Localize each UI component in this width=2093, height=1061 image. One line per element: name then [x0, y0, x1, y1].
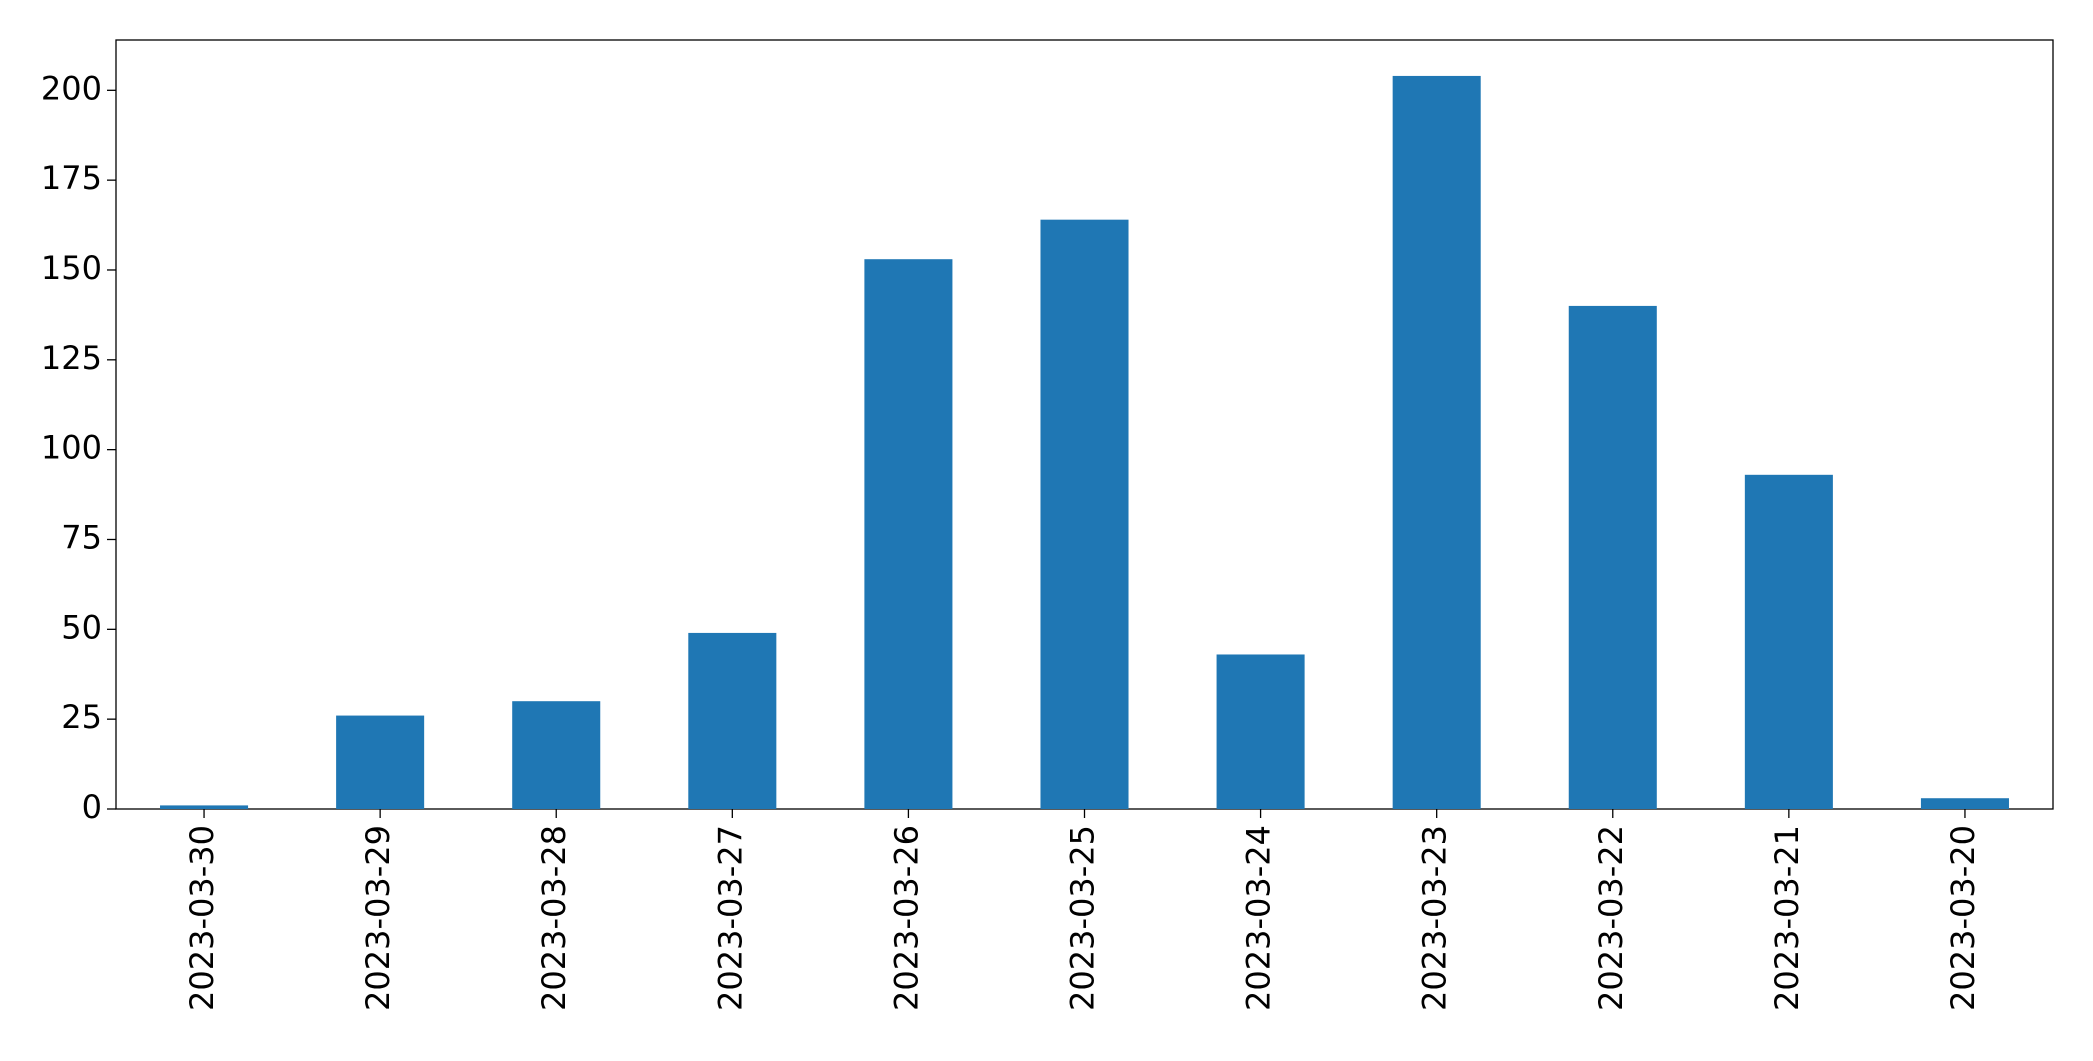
x-tick-label: 2023-03-24: [1240, 825, 1278, 1011]
bar: [512, 701, 601, 809]
y-tick-label: 25: [61, 698, 102, 736]
x-tick-label: 2023-03-29: [359, 825, 397, 1011]
x-tick-label: 2023-03-20: [1944, 825, 1982, 1011]
y-tick-label: 100: [41, 429, 102, 467]
y-tick-label: 125: [41, 339, 102, 377]
x-tick-label: 2023-03-21: [1768, 825, 1806, 1011]
y-tick-label: 75: [61, 518, 102, 556]
y-tick-label: 150: [41, 249, 102, 287]
y-tick-label: 200: [41, 69, 102, 107]
bar: [1920, 798, 2009, 809]
bar: [1040, 219, 1129, 809]
x-tick-label: 2023-03-30: [183, 825, 221, 1011]
x-tick-label: 2023-03-27: [711, 825, 749, 1011]
bar: [160, 805, 249, 809]
bar: [688, 632, 777, 809]
y-tick-label: 0: [82, 788, 102, 826]
bar: [1216, 654, 1305, 809]
x-tick-label: 2023-03-26: [887, 825, 925, 1011]
bar: [1568, 305, 1657, 809]
bar: [1392, 75, 1481, 810]
y-tick-label: 175: [41, 159, 102, 197]
x-tick-label: 2023-03-28: [535, 825, 573, 1011]
bar: [336, 715, 425, 809]
x-tick-label: 2023-03-25: [1064, 825, 1102, 1011]
x-tick-label: 2023-03-23: [1416, 825, 1454, 1011]
bar: [864, 259, 953, 809]
bar: [1744, 474, 1833, 809]
x-tick-label: 2023-03-22: [1592, 825, 1630, 1011]
y-tick-label: 50: [61, 608, 102, 646]
